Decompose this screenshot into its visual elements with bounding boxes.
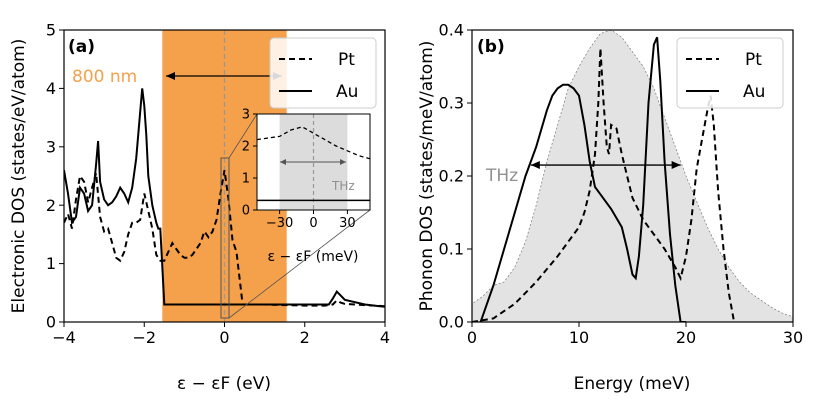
band-label-800nm: 800 nm [72,67,137,87]
inset-plot: THz −30 0 30 0 1 2 3 ε − εF (meV) [242,108,371,265]
panel-label-b: (b) [477,37,505,57]
y-axis-label-a: Electronic DOS (states/eV/atom) [9,39,29,314]
x-tick-label: −4 [52,328,76,347]
series-au-electronic [64,88,385,308]
legend-label-au-b: Au [743,82,765,102]
x-tick-label: 0 [219,328,229,347]
panel-label-a: (a) [68,37,95,57]
x-tick-label: 30 [339,216,356,231]
y-tick-label: 1 [46,254,56,273]
panel-b: 0 10 20 30 0.0 0.1 0.2 0.3 0.4 (b) THz Pt Au Ene… [417,21,803,394]
y-tick-label: 0.2 [439,167,464,186]
x-axis-label-a: ε − εF (eV) [177,374,271,394]
y-tick-label: 0.4 [439,21,464,40]
legend-label-pt-b: Pt [745,50,762,70]
x-tick-label: −30 [266,216,293,231]
x-tick-label: −2 [132,328,156,347]
y-tick-label: 0.1 [439,240,464,259]
ticks-a: −4 −2 0 2 4 0 1 2 3 4 5 [46,21,390,347]
inset-connector-top [228,113,258,159]
legend-label-pt: Pt [338,50,355,70]
x-tick-label: 10 [569,328,589,347]
x-tick-label: 20 [676,328,696,347]
legend-b: Pt Au [676,37,784,109]
y-tick-label: 2 [46,196,56,215]
panel-a: −4 −2 0 2 4 0 1 2 3 4 5 (a) 800 nm Pt Au ε − εF (e… [9,21,390,394]
x-tick-label: 2 [300,328,310,347]
y-tick-label: 1 [242,172,250,187]
y-tick-label: 0 [46,313,56,332]
x-tick-label: 4 [380,328,390,347]
x-tick-label: 0 [467,328,477,347]
y-tick-label: 5 [46,21,56,40]
x-tick-label: 30 [783,328,803,347]
y-tick-label: 4 [46,79,56,98]
ticks-b: 0 10 20 30 0.0 0.1 0.2 0.3 0.4 [439,21,804,347]
y-tick-label: 3 [242,108,250,123]
phonon-envelope-area [472,30,793,322]
inset-x-label: ε − εF (meV) [267,249,358,265]
y-tick-label: 3 [46,137,56,156]
ticks-inset: −30 0 30 0 1 2 3 [242,108,356,231]
x-tick-label: 0 [309,216,317,231]
thz-label-inset: THz [331,179,355,193]
inset-connector-bottom [228,209,371,319]
y-tick-label: 0 [242,204,250,219]
inset-source-box [220,157,230,319]
series-au-phonon [479,36,686,322]
x-axis-label-b: Energy (meV) [574,374,691,394]
series-pt-phonon [472,48,736,322]
y-axis-label-b: Phonon DOS (states/meV/atom) [417,41,437,312]
y-tick-label: 2 [242,140,250,155]
legend-a: Pt Au [269,37,377,109]
y-tick-label: 0.3 [439,94,464,113]
y-tick-label: 0.0 [439,313,464,332]
thz-label-b: THz [485,166,518,186]
legend-label-au: Au [336,82,358,102]
